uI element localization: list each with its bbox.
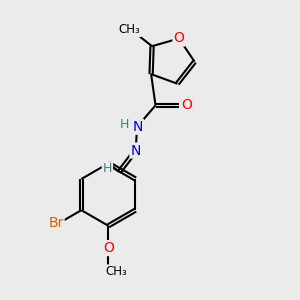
Text: O: O — [173, 32, 184, 46]
Text: H: H — [103, 162, 112, 176]
Text: CH₃: CH₃ — [105, 266, 127, 278]
Text: O: O — [103, 241, 114, 255]
Text: Br: Br — [48, 216, 64, 230]
Text: O: O — [181, 98, 192, 112]
Text: CH₃: CH₃ — [118, 23, 140, 36]
Text: H: H — [120, 118, 129, 131]
Text: N: N — [133, 120, 143, 134]
Text: N: N — [130, 143, 141, 158]
